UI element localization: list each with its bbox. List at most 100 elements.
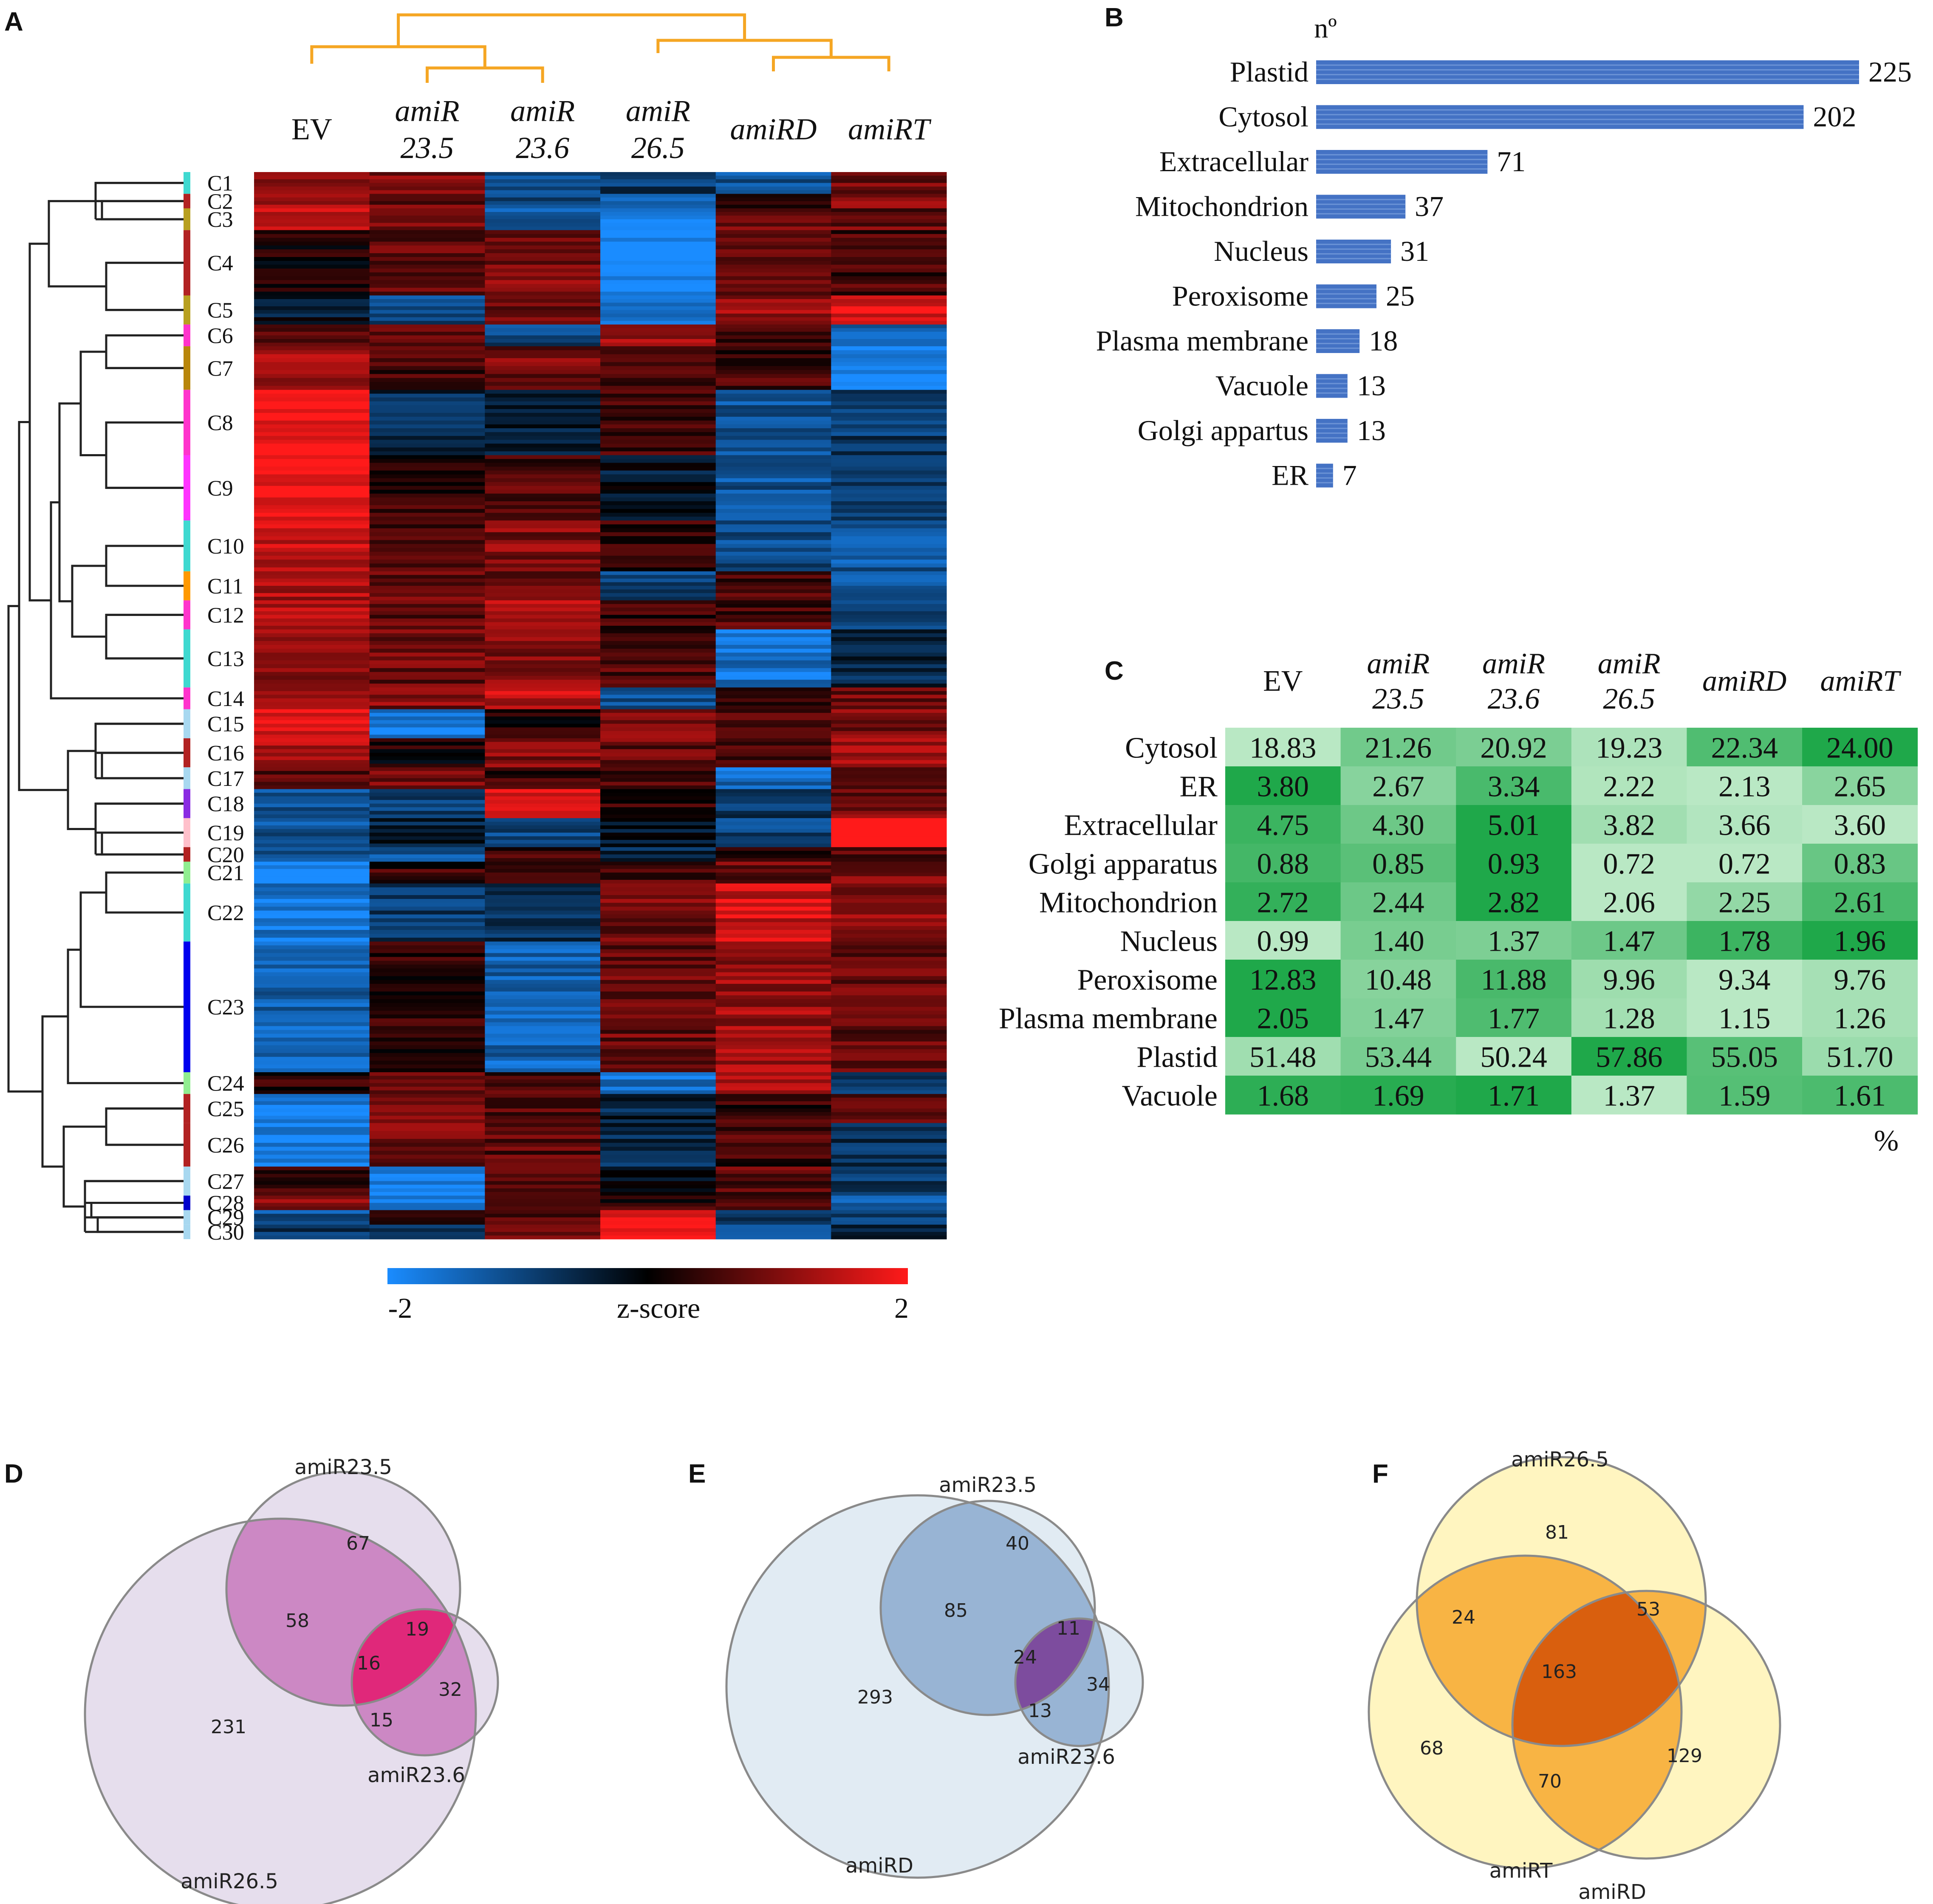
heatmap-cell [369,774,485,779]
heatmap-cell [485,796,601,800]
heatmap-cell [485,800,601,804]
heatmap-cell [831,600,947,605]
heatmap-cell [485,284,601,288]
heatmap-cell [254,615,370,619]
table-cell [1340,766,1456,805]
heatmap-cell [715,1143,831,1147]
heatmap-cell [600,840,716,844]
heatmap-cell [600,637,716,641]
heatmap-cell [831,1116,947,1120]
heatmap-cell [254,641,370,645]
heatmap-column-label: 23.5 [401,131,454,165]
heatmap-cell [369,428,485,432]
heatmap-cell [715,1079,831,1084]
table-cell-value: 2.44 [1372,887,1424,919]
heatmap-cell [254,596,370,601]
heatmap-cell [369,1094,485,1098]
table-cell [1340,921,1456,960]
heatmap-cell [831,1174,947,1178]
heatmap-cell [831,1150,947,1155]
heatmap-cell [254,953,370,957]
heatmap-cell [600,1034,716,1038]
heatmap-cell [715,1181,831,1185]
heatmap-cell [254,1150,370,1155]
heatmap-cell [485,302,601,307]
heatmap-cell [831,629,947,634]
heatmap-cell [485,532,601,537]
heatmap-cell [485,822,601,826]
heatmap-cell [831,575,947,579]
heatmap-cell [715,197,831,201]
dendrogram-branch [48,200,106,288]
table-cell-value: 20.92 [1480,732,1547,765]
heatmap-cell [369,1203,485,1207]
heatmap-cell [831,811,947,815]
heatmap-cell [369,822,485,826]
heatmap-cell [831,1041,947,1046]
heatmap-cell [715,876,831,880]
heatmap-cell [254,1060,370,1065]
cluster-label: C18 [207,792,244,816]
heatmap-cell [485,575,601,579]
heatmap-cell [254,858,370,862]
heatmap-cell [254,310,370,314]
heatmap-cell [254,687,370,692]
heatmap-cell [831,370,947,374]
heatmap-cell [485,513,601,517]
heatmap-cell [369,1014,485,1019]
heatmap-cell [831,324,947,328]
table-cell-value: 50.24 [1480,1041,1547,1074]
heatmap-cell [485,637,601,641]
heatmap-cell [831,1162,947,1167]
heatmap-cell [254,579,370,582]
heatmap-cell [715,778,831,782]
heatmap-cell [254,949,370,953]
heatmap-cell [369,201,485,205]
heatmap-cell [831,698,947,702]
heatmap-cell [715,723,831,728]
heatmap-cell [715,1022,831,1026]
heatmap-cell [485,237,601,242]
heatmap-cell [715,672,831,676]
heatmap-cell [715,295,831,299]
heatmap-cell [369,753,485,757]
heatmap-cell [831,941,947,946]
heatmap-column-label: 26.5 [631,131,685,165]
heatmap-cell [485,190,601,194]
heatmap-cell [715,907,831,911]
heatmap-cell [831,513,947,517]
heatmap-cell [831,684,947,688]
bar [1316,463,1333,488]
heatmap-cell [600,237,716,242]
heatmap-cell [715,1030,831,1034]
heatmap-cell [369,604,485,608]
heatmap-cell [254,306,370,311]
heatmap-cell [369,833,485,836]
heatmap-cell [831,478,947,483]
heatmap-cell [715,1162,831,1167]
heatmap-cell [369,918,485,923]
heatmap-cell [715,175,831,180]
table-cell [1687,1037,1803,1076]
dendrogram-branch [101,751,184,780]
heatmap-cell [369,987,485,992]
heatmap-cell [485,386,601,390]
heatmap-cell [254,571,370,575]
heatmap-cell [600,234,716,238]
table-cell [1571,844,1687,883]
heatmap-cell [369,709,485,713]
heatmap-cell [715,1210,831,1214]
heatmap-cell [715,604,831,608]
heatmap-cell [831,999,947,1003]
heatmap-cell [600,513,716,517]
table-cell-value: 51.48 [1249,1041,1317,1074]
heatmap-cell [254,1064,370,1069]
heatmap-cell [254,1026,370,1030]
heatmap-cell [600,226,716,231]
table-cell-value: 1.71 [1488,1080,1540,1113]
heatmap-cell [831,760,947,764]
heatmap-cell [485,869,601,873]
heatmap-cell [831,1143,947,1147]
heatmap-cell [485,1147,601,1151]
heatmap-cell [600,941,716,946]
